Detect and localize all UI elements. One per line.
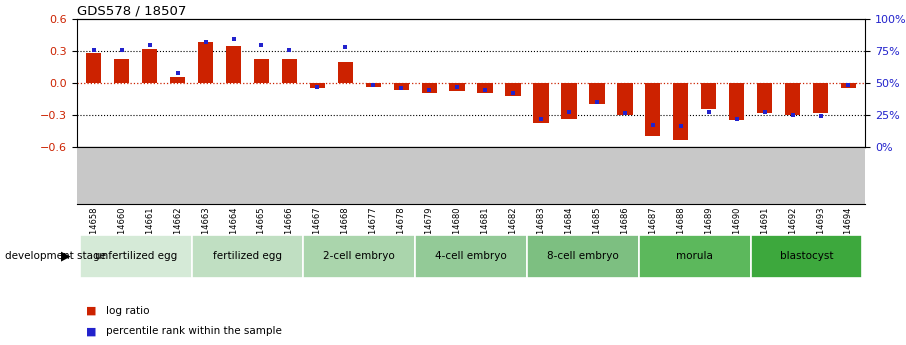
Text: 8-cell embryo: 8-cell embryo	[547, 251, 619, 261]
Bar	[589, 83, 604, 104]
Text: ■: ■	[86, 326, 97, 336]
Bar	[366, 83, 381, 87]
Bar	[282, 59, 297, 83]
Text: percentile rank within the sample: percentile rank within the sample	[106, 326, 282, 336]
Text: ■: ■	[86, 306, 97, 315]
Text: fertilized egg: fertilized egg	[213, 251, 282, 261]
Bar	[415, 235, 527, 278]
Text: unfertilized egg: unfertilized egg	[94, 251, 177, 261]
Bar	[226, 46, 241, 83]
Text: development stage: development stage	[5, 251, 105, 261]
Bar	[198, 42, 213, 83]
Bar	[841, 83, 856, 88]
Bar	[170, 78, 186, 83]
Bar	[673, 83, 689, 140]
Bar	[254, 59, 269, 83]
Text: GDS578 / 18507: GDS578 / 18507	[77, 5, 187, 18]
Bar	[449, 83, 465, 91]
Bar	[561, 83, 576, 119]
Bar	[639, 235, 751, 278]
Bar	[785, 83, 800, 115]
Bar	[645, 83, 660, 136]
Bar	[393, 83, 409, 90]
Bar	[86, 53, 101, 83]
Bar	[527, 235, 639, 278]
Bar	[80, 235, 191, 278]
Bar	[421, 83, 437, 93]
Text: morula: morula	[676, 251, 713, 261]
Bar	[757, 83, 772, 112]
Bar	[304, 235, 415, 278]
Text: 2-cell embryo: 2-cell embryo	[323, 251, 395, 261]
Text: blastocyst: blastocyst	[780, 251, 834, 261]
Bar	[534, 83, 549, 123]
Bar	[338, 61, 353, 83]
Bar	[751, 235, 863, 278]
Text: ▶: ▶	[62, 250, 71, 263]
Bar	[191, 235, 304, 278]
Bar	[729, 83, 745, 120]
Bar	[477, 83, 493, 93]
Bar	[114, 59, 130, 83]
Bar	[813, 83, 828, 112]
Bar	[142, 49, 158, 83]
Bar	[617, 83, 632, 115]
Bar	[310, 83, 325, 88]
Bar	[701, 83, 717, 109]
Text: log ratio: log ratio	[106, 306, 149, 315]
Bar	[506, 83, 521, 96]
Text: 4-cell embryo: 4-cell embryo	[435, 251, 507, 261]
